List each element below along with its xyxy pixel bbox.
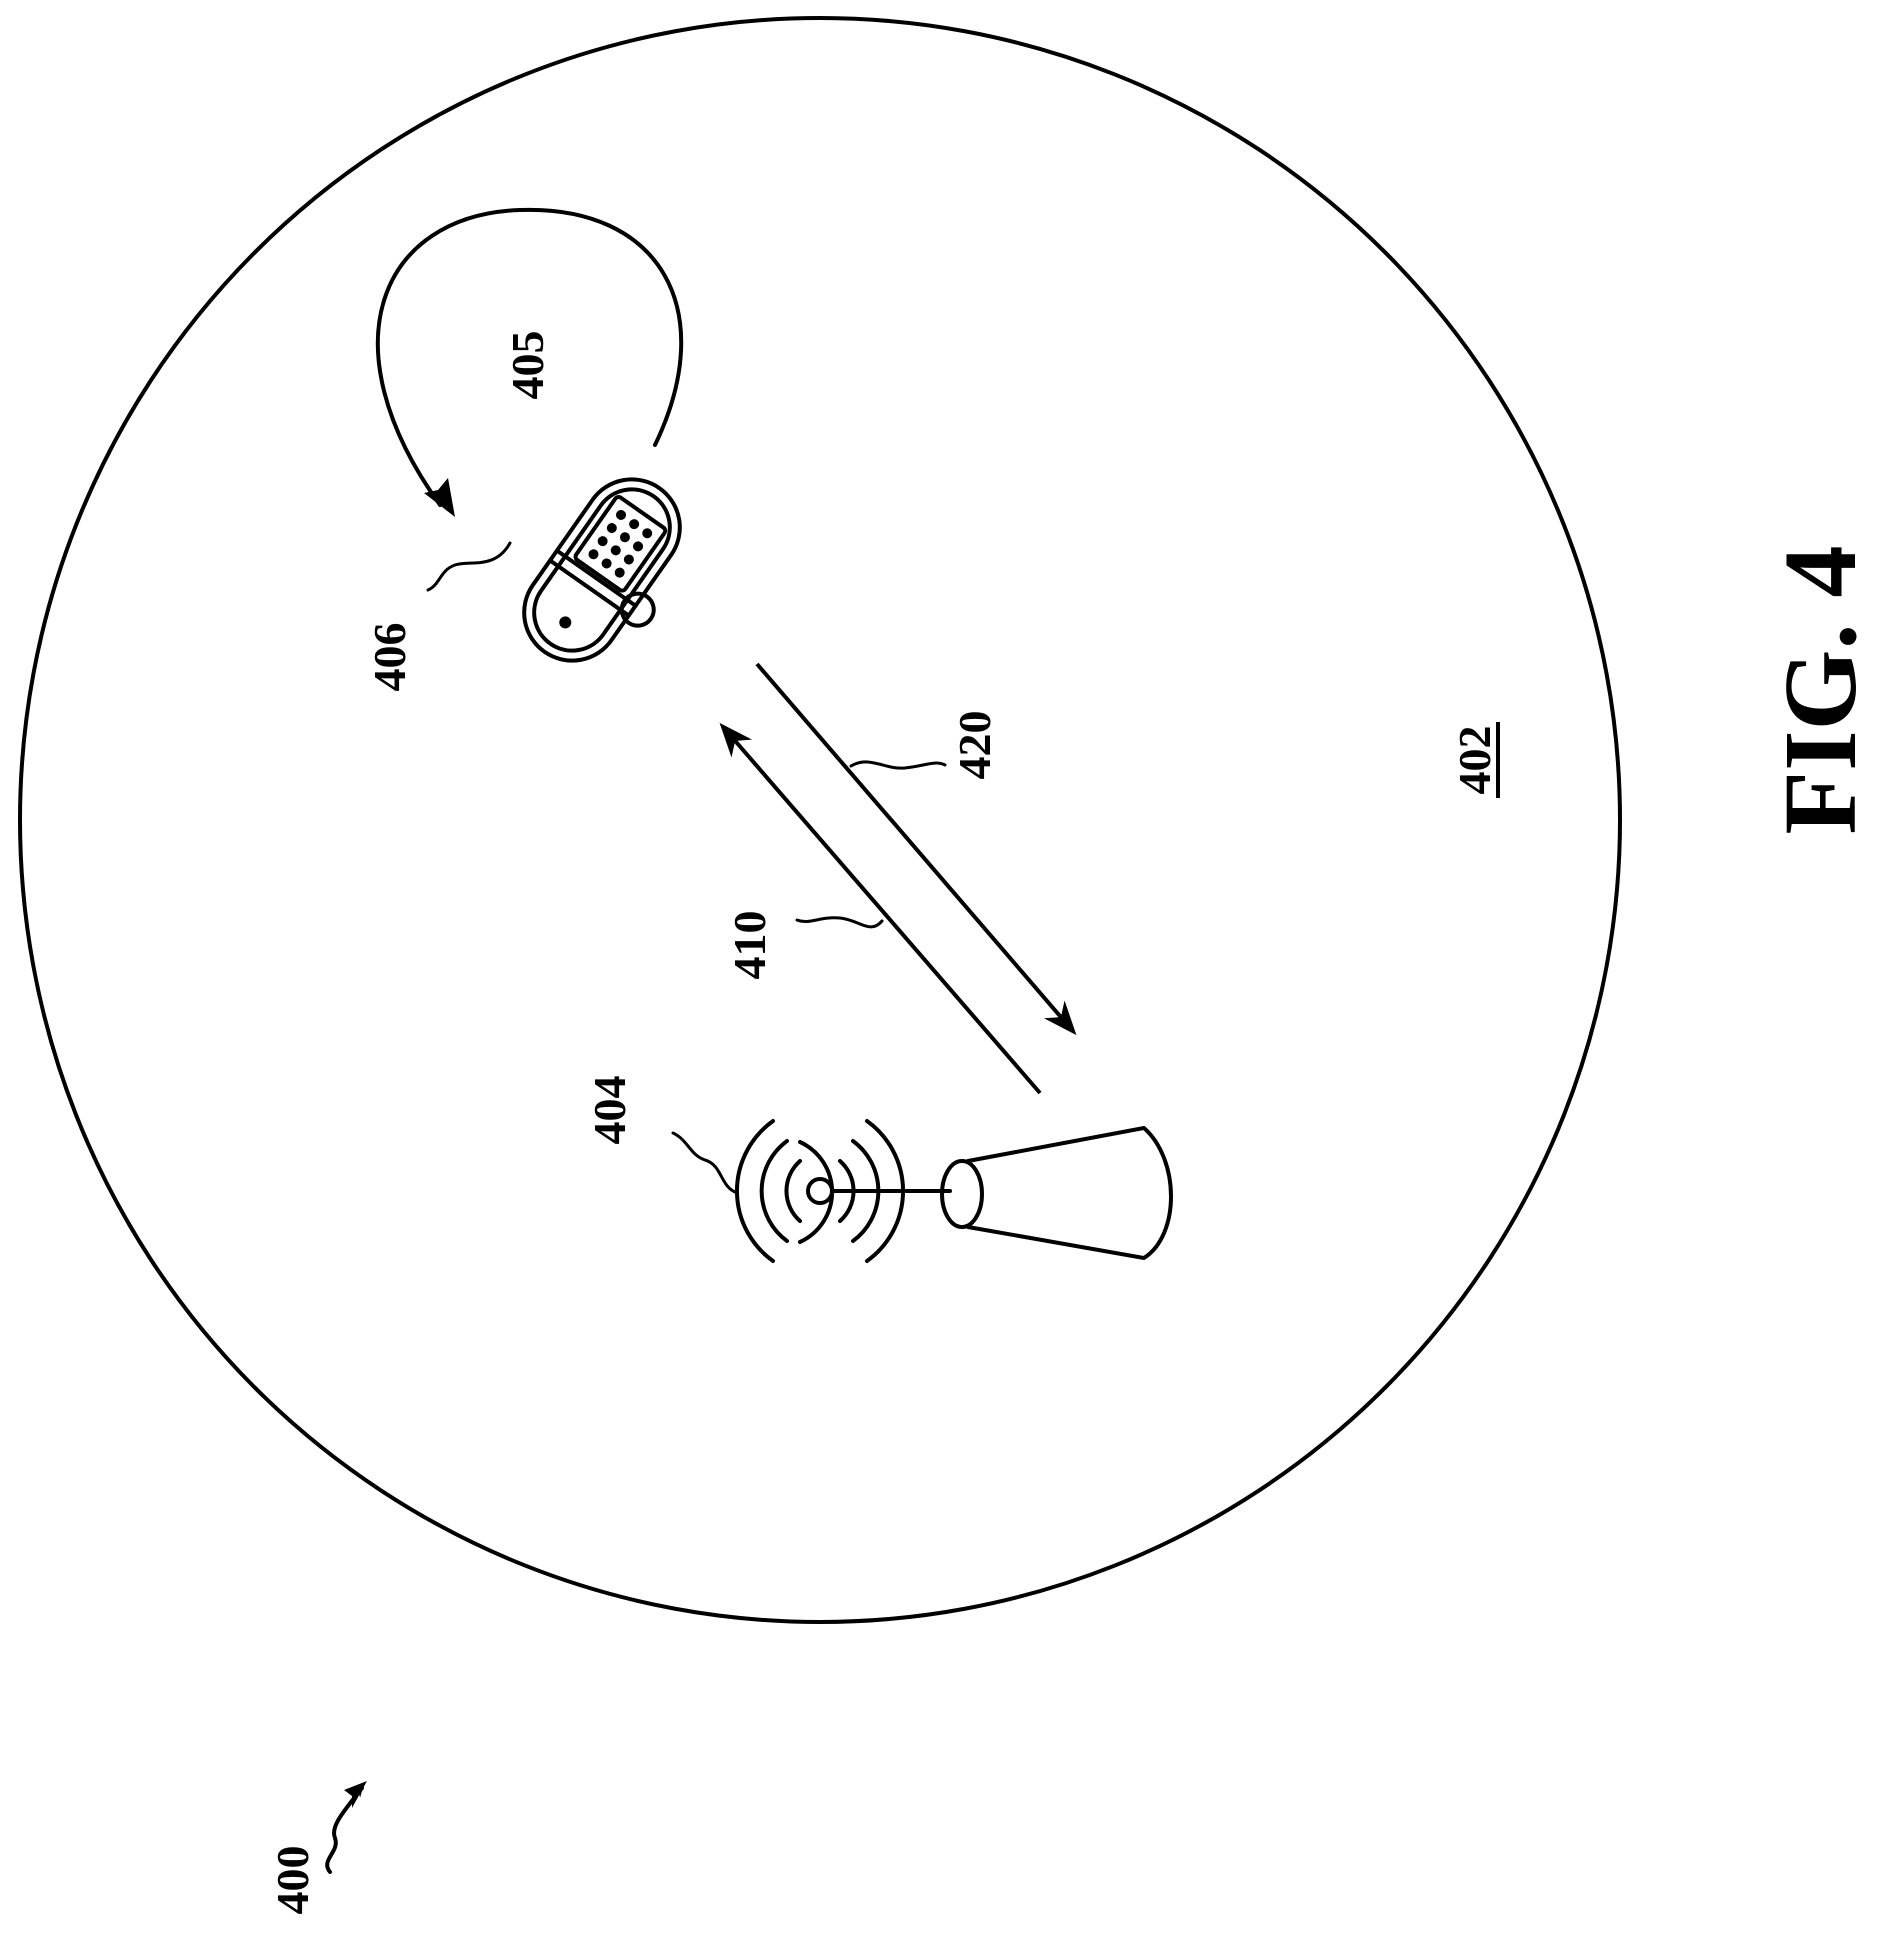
user-device-label: 406	[364, 623, 415, 692]
base-station	[737, 1121, 1171, 1261]
base-station-label: 404	[584, 1076, 635, 1145]
uplink-leader	[851, 762, 945, 768]
downlink-arrow	[757, 664, 1072, 1030]
base-station-leader	[673, 1133, 735, 1192]
system-arrow	[327, 1788, 362, 1872]
rotation-label: 405	[502, 331, 553, 400]
downlink-leader	[797, 918, 882, 927]
user-device	[505, 461, 715, 691]
downlink-label: 410	[724, 911, 775, 980]
figure-label: FIG. 4	[1763, 546, 1878, 835]
uplink-arrow	[724, 728, 1040, 1093]
rotation-arrowhead	[424, 478, 455, 517]
system-label: 400	[267, 1846, 318, 1915]
coverage-area-label: 402	[1449, 726, 1500, 795]
user-device-leader	[428, 543, 510, 590]
keypad-dots	[587, 508, 655, 580]
signal-arcs	[786, 1161, 800, 1221]
coverage-area-circle	[20, 18, 1620, 1622]
coverage-area-label-group: 402	[1449, 722, 1500, 798]
uplink-label: 420	[949, 711, 1000, 780]
